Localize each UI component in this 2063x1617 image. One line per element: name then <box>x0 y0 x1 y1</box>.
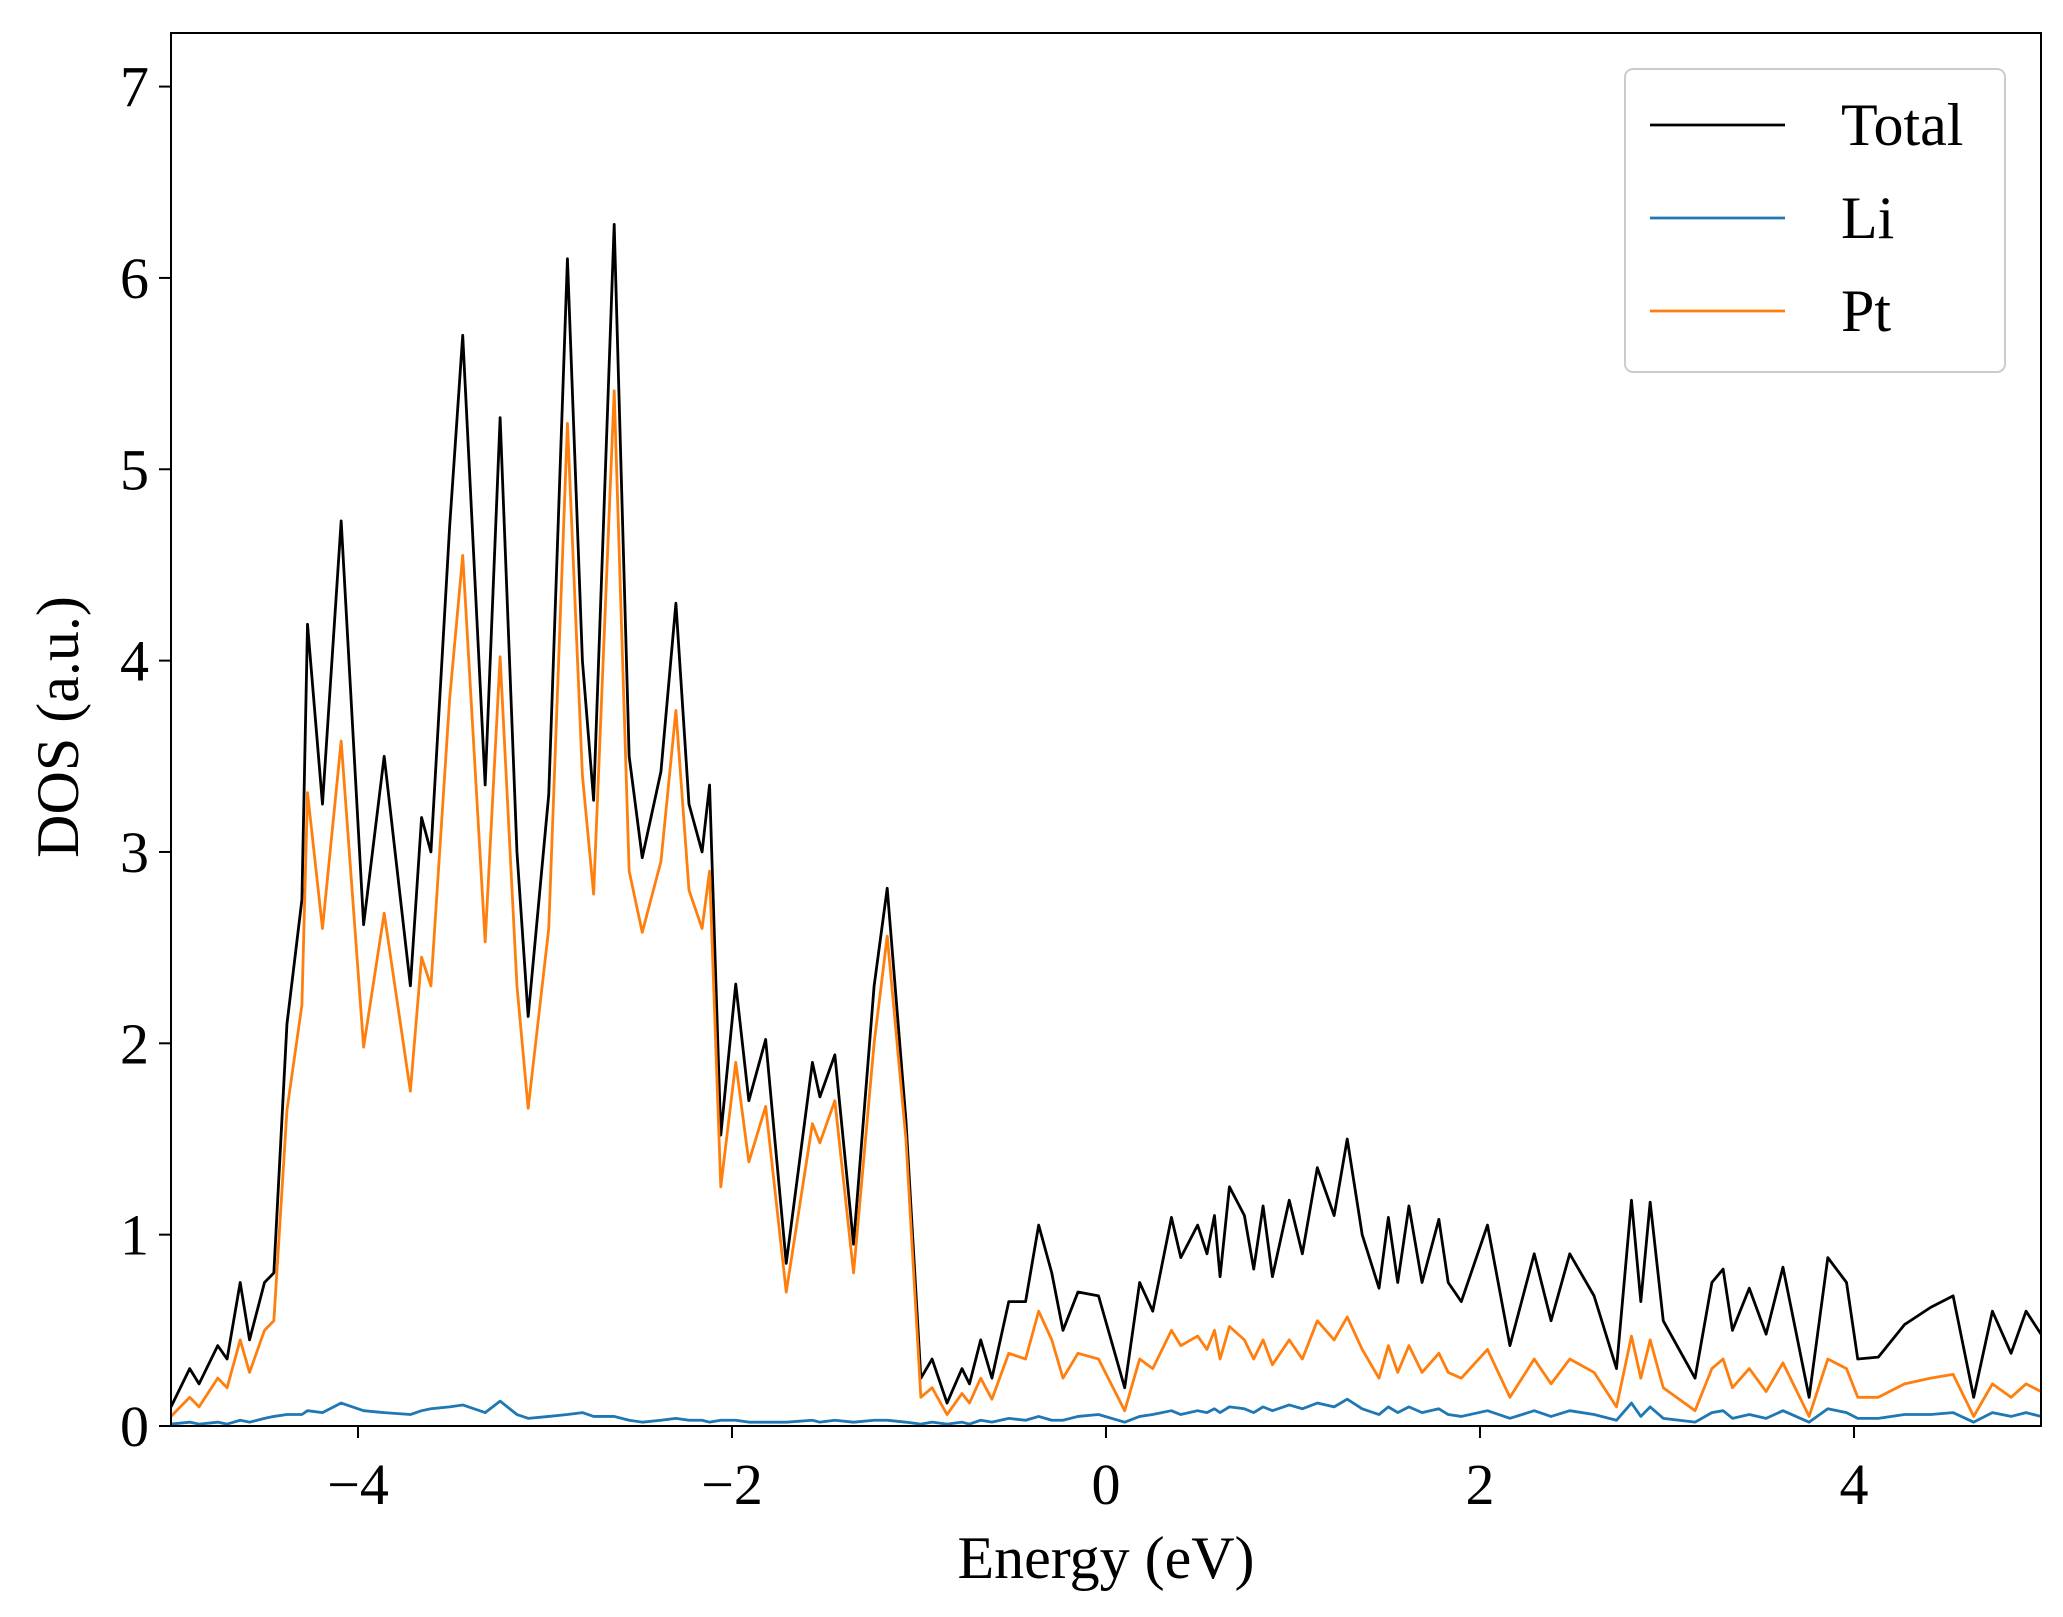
plot-frame <box>170 32 2042 1427</box>
y-tick-label: 5 <box>120 437 149 502</box>
legend-box <box>1624 68 2006 373</box>
y-tick-label: 0 <box>120 1394 149 1459</box>
legend-label: Total <box>1841 92 1963 158</box>
x-tick-label: −4 <box>327 1452 389 1517</box>
legend-label: Pt <box>1841 278 1891 344</box>
series-line <box>171 222 2041 1408</box>
y-tick-label: 7 <box>120 55 149 120</box>
y-tick-label: 2 <box>120 1011 149 1076</box>
y-tick-label: 4 <box>120 629 149 694</box>
y-tick-label: 1 <box>120 1203 149 1268</box>
x-tick-label: 4 <box>1840 1452 1869 1517</box>
x-tick-label: 0 <box>1092 1452 1121 1517</box>
x-tick-label: 2 <box>1466 1452 1495 1517</box>
y-tick-label: 6 <box>120 246 149 311</box>
series-line <box>171 389 2041 1418</box>
y-tick-label: 3 <box>120 820 149 885</box>
x-axis-label: Energy (eV) <box>957 1525 1254 1591</box>
x-tick-label: −2 <box>701 1452 763 1517</box>
series-line <box>171 1397 2041 1426</box>
y-axis-label: DOS (a.u.) <box>25 596 91 858</box>
legend-label: Li <box>1841 185 1894 251</box>
